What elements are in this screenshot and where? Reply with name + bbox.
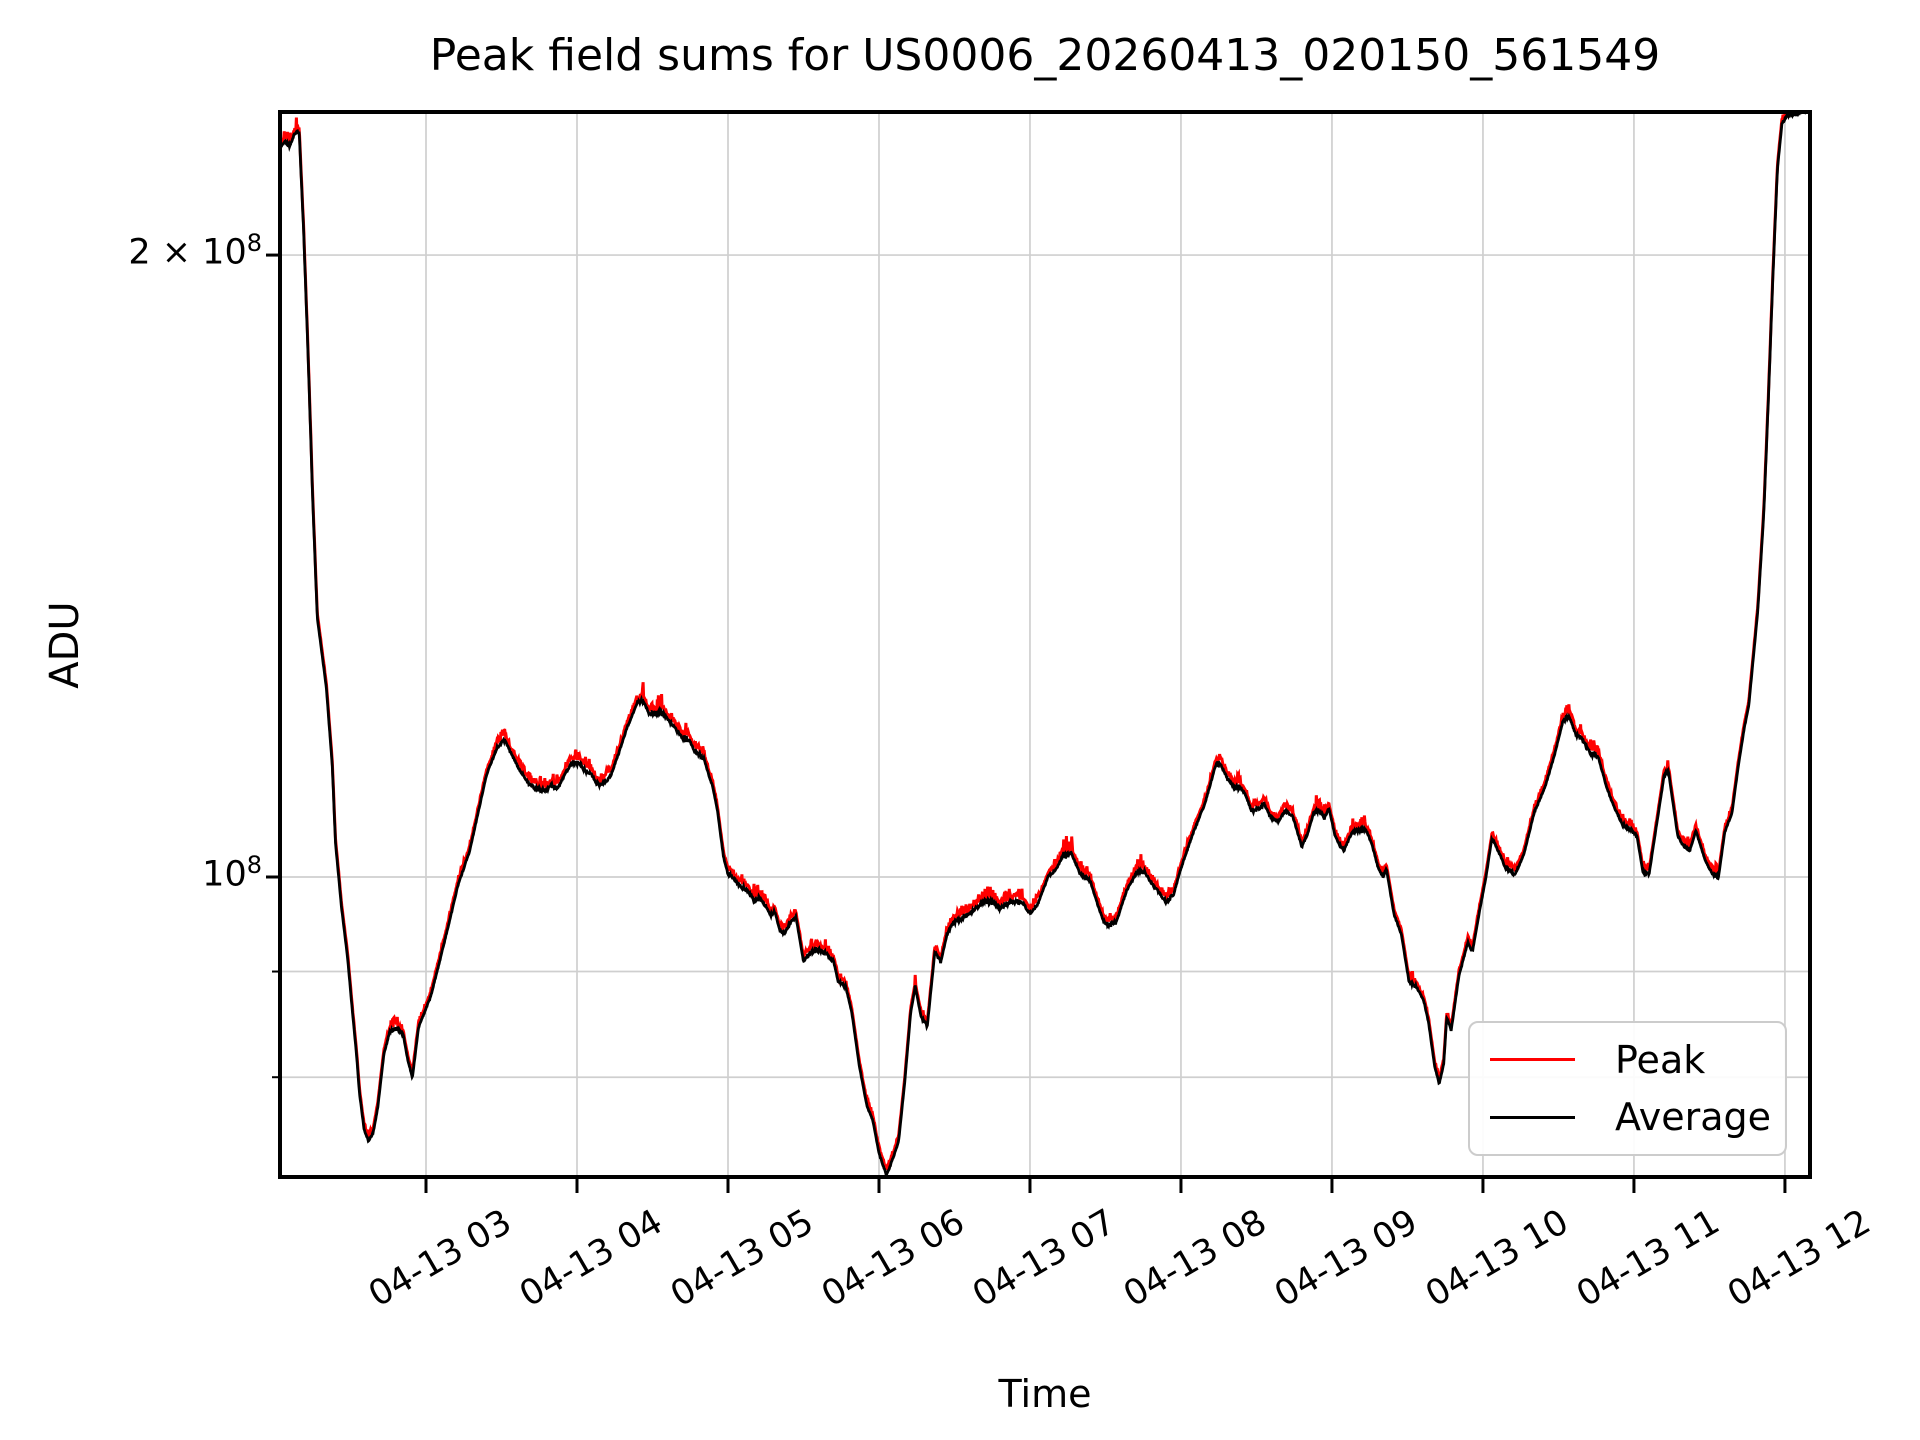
legend-label-average: Average — [1615, 1095, 1772, 1140]
peak-series-line — [280, 112, 1810, 1171]
chart-title: Peak field sums for US0006_20260413_0201… — [429, 30, 1661, 81]
y-axis-label: ADU — [42, 601, 88, 689]
legend-label-peak: Peak — [1615, 1037, 1706, 1082]
y-tick-label: 2 × 108 — [128, 229, 262, 273]
legend-line-peak-icon — [1490, 1058, 1575, 1062]
y-tick-label: 108 — [202, 851, 262, 895]
legend: Peak Average — [1468, 1021, 1787, 1156]
legend-row-average: Average — [1470, 1095, 1785, 1139]
average-series-line — [280, 112, 1810, 1177]
legend-row-peak: Peak — [1470, 1038, 1785, 1082]
legend-line-average-icon — [1490, 1115, 1575, 1119]
x-axis-label: Time — [998, 1372, 1092, 1416]
